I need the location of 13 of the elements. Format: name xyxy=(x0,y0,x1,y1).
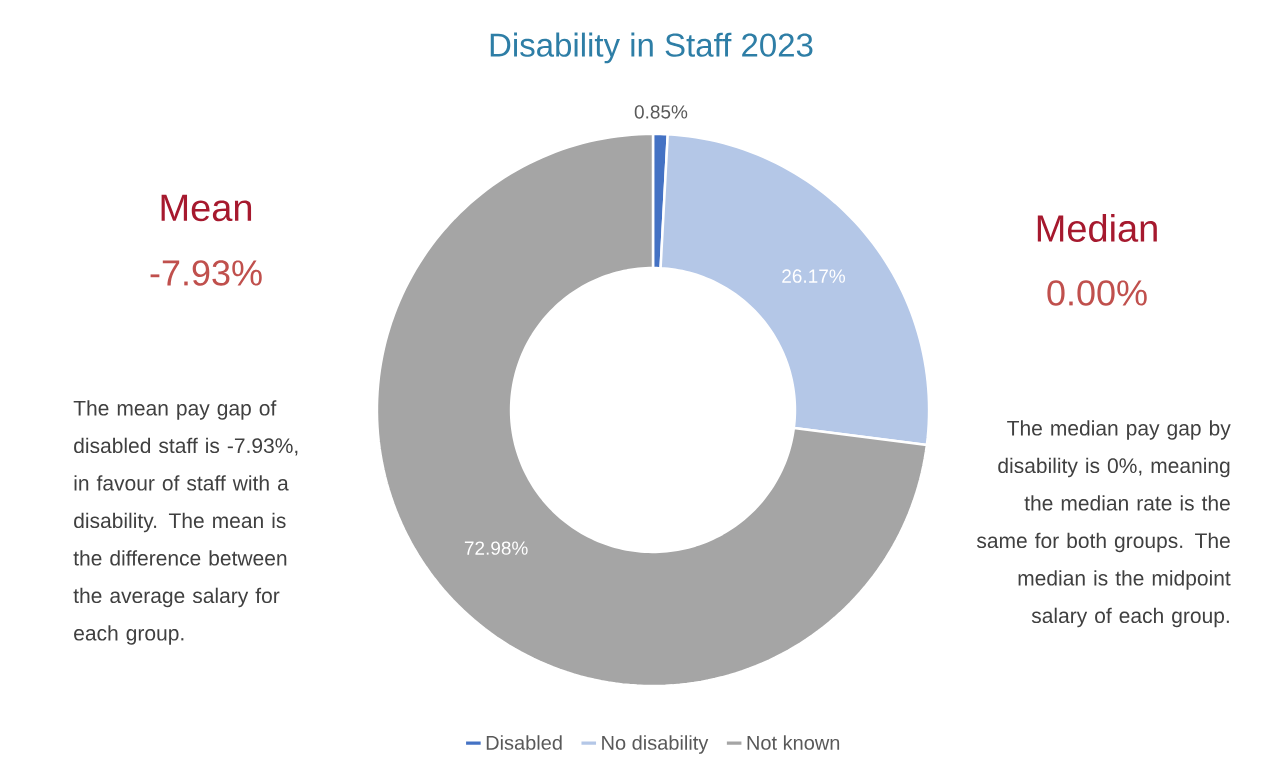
text: -7.93% xyxy=(150,260,262,286)
data-label: 0.85% xyxy=(634,105,688,119)
text: The median pay gap by disability is 0%, meaning the median rate is the same for both groups. The median is the midpoint salary of each group. xyxy=(976,420,1231,628)
data-label: 26.17% xyxy=(782,269,846,283)
legend-label: Not known xyxy=(747,735,840,750)
chart-title: Disability in Staff 2023 xyxy=(490,32,813,64)
text: Median xyxy=(1037,214,1157,242)
data-label: 72.98% xyxy=(464,541,528,555)
legend-label: Disabled xyxy=(486,735,562,750)
text: Mean xyxy=(161,194,252,222)
text: The mean pay gap of disabled staff is -7.93%, in favour of staff with a disability. The mean is the difference between the average salary for each group. xyxy=(73,400,298,645)
legend-label: No disability xyxy=(602,735,709,754)
text: 0.00% xyxy=(1047,280,1147,306)
